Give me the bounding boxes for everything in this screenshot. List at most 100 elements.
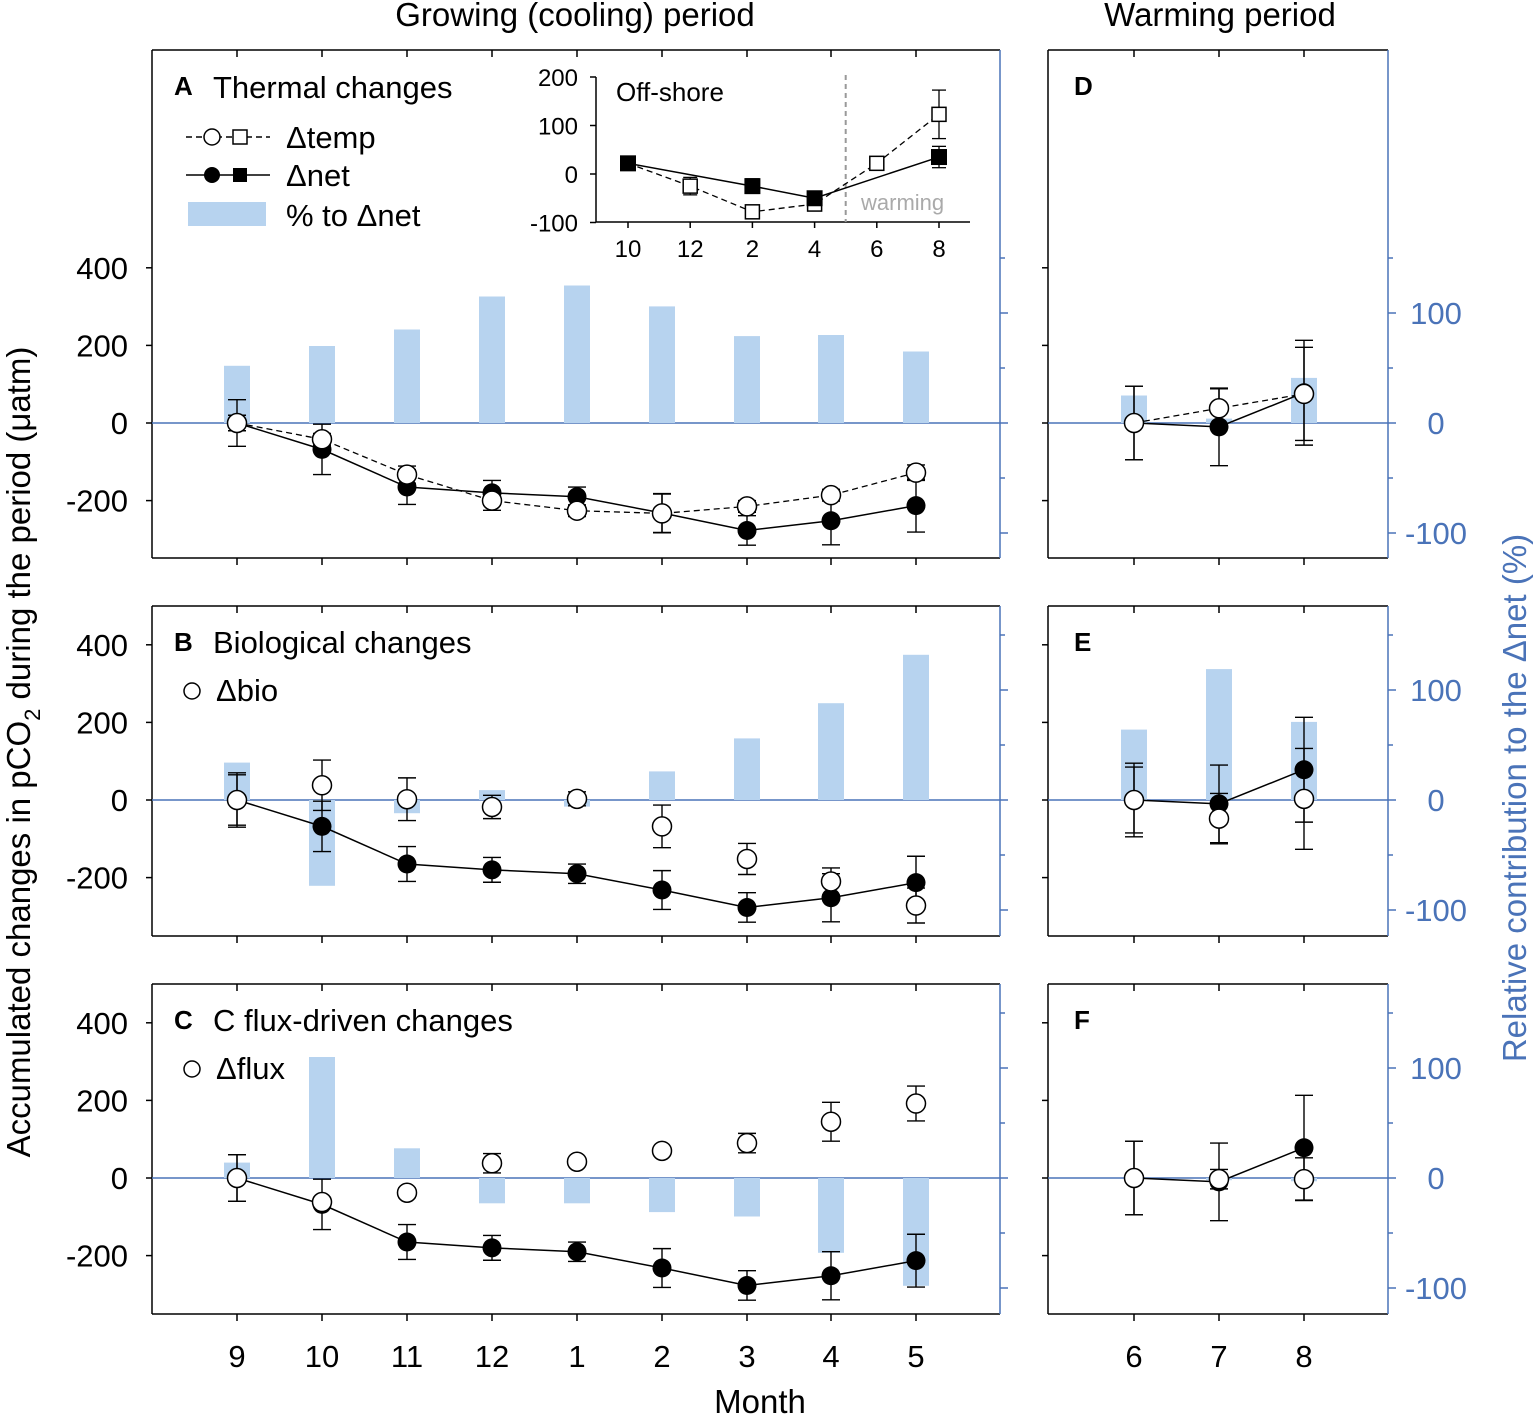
net-point-4 — [821, 511, 841, 531]
y-tick-label: -200 — [66, 861, 128, 896]
inset-temp-point — [744, 204, 761, 220]
temp-line — [1133, 393, 1305, 424]
bio-point-11 — [396, 788, 418, 810]
net-point-1 — [567, 864, 587, 884]
pct-bar-12 — [479, 1178, 505, 1204]
y-tick-label: 200 — [76, 328, 128, 363]
temp-point-3 — [736, 496, 758, 517]
bio-point-4 — [820, 871, 842, 892]
inset-net-point — [744, 178, 761, 195]
inset-temp-point — [869, 155, 885, 172]
net-point-3 — [737, 520, 757, 540]
net-point-8 — [1294, 1138, 1314, 1158]
bio-point-9 — [226, 789, 248, 811]
y-tick-label: 200 — [76, 1083, 128, 1118]
legend-bio-circle — [183, 682, 201, 700]
net-line — [236, 799, 917, 909]
y-tick-label: 0 — [111, 406, 128, 441]
net-point-5 — [906, 873, 926, 893]
pct-bar-1 — [564, 1178, 590, 1204]
flux-point-5 — [905, 1093, 927, 1114]
y2-tick-label: 100 — [1410, 673, 1462, 708]
net-point-1 — [567, 1242, 587, 1262]
panel-c-title: C flux-driven changes — [213, 1003, 513, 1038]
pct-bar-2 — [649, 306, 675, 423]
pct-bar-5 — [903, 351, 929, 423]
y-right-axis-label: Relative contribution to the Δnet (%) — [1496, 534, 1533, 1062]
temp-point-2 — [651, 503, 673, 524]
temp-point-7 — [1208, 398, 1230, 419]
flux-point-12 — [481, 1153, 503, 1174]
pct-bar-10 — [309, 1057, 335, 1178]
inset-x-tick-label: 4 — [808, 236, 821, 263]
inset-temp-point — [931, 106, 947, 123]
pct-bar-12 — [479, 296, 505, 423]
inset-y-tick-label: 0 — [565, 162, 578, 189]
bio-point-1 — [566, 788, 588, 810]
x-tick-label: 1 — [568, 1339, 585, 1374]
inset-temp-line — [627, 113, 940, 213]
net-point-5 — [906, 496, 926, 516]
flux-point-3 — [736, 1132, 758, 1154]
legend-temp-circle — [203, 128, 221, 146]
inset-y-tick-label: 100 — [538, 114, 578, 141]
pct-bar-2 — [649, 1178, 675, 1213]
inset-y-tick-label: 200 — [538, 65, 578, 92]
panel-a-letter: A — [174, 71, 193, 101]
y-tick-label: 400 — [76, 251, 128, 286]
inset-y-tick-label: -100 — [530, 211, 578, 238]
net-point-8 — [1294, 760, 1314, 780]
pct-bar-5 — [903, 654, 929, 800]
net-point-12 — [482, 1238, 502, 1258]
panel-f-letter: F — [1074, 1005, 1090, 1035]
net-point-2 — [652, 1258, 672, 1278]
legend-bio-label: Δbio — [216, 673, 278, 708]
flux-point-2 — [651, 1140, 673, 1162]
flux-point-11 — [396, 1182, 418, 1203]
inset-net-point — [620, 155, 636, 172]
legend-net-square — [233, 168, 247, 182]
y2-tick-label: 100 — [1410, 296, 1462, 331]
bio-point-8 — [1293, 788, 1315, 810]
legend-flux-label: Δflux — [216, 1051, 285, 1086]
inset-x-tick-label: 2 — [746, 236, 759, 263]
y2-tick-label: 0 — [1427, 783, 1444, 818]
y-tick-label: 0 — [111, 783, 128, 818]
temp-point-1 — [566, 500, 588, 521]
inset-net-line — [627, 156, 940, 200]
y-tick-label: 400 — [76, 628, 128, 663]
x-tick-label: 9 — [228, 1339, 245, 1374]
bio-point-2 — [651, 816, 673, 837]
inset-temp-point — [682, 178, 698, 194]
legend-flux-circle — [183, 1060, 201, 1078]
pct-bar-11 — [394, 329, 420, 423]
pct-bar-4 — [818, 335, 844, 423]
pct-bar-11 — [394, 1148, 420, 1178]
net-point-4 — [821, 1266, 841, 1286]
legend-pct-swatch — [188, 202, 266, 226]
y2-tick-label: -100 — [1405, 1271, 1467, 1306]
inset-x-tick-label: 12 — [677, 236, 704, 263]
bio-point-6 — [1123, 789, 1145, 811]
temp-point-12 — [481, 490, 503, 511]
pct-bar-3 — [734, 336, 760, 423]
net-point-3 — [737, 897, 757, 917]
x-tick-label: 10 — [305, 1339, 339, 1374]
panel-c-letter: C — [174, 1005, 193, 1035]
flux-point-10 — [311, 1191, 333, 1213]
legend-net-circle — [204, 167, 220, 183]
legend-pct-label: % to Δnet — [286, 198, 421, 233]
panel-b-title: Biological changes — [213, 625, 472, 660]
pct-bar-3 — [734, 738, 760, 800]
inset-net-point — [931, 149, 947, 166]
legend-net-label: Δnet — [286, 158, 350, 193]
y-tick-label: -200 — [66, 1239, 128, 1274]
y2-tick-label: 100 — [1410, 1051, 1462, 1086]
net-point-2 — [652, 880, 672, 900]
x-axis-label: Month — [714, 1383, 806, 1417]
x-tick-label: 12 — [475, 1339, 509, 1374]
flux-point-1 — [566, 1151, 588, 1172]
x-tick-label: 5 — [907, 1339, 924, 1374]
temp-point-8 — [1293, 383, 1315, 405]
